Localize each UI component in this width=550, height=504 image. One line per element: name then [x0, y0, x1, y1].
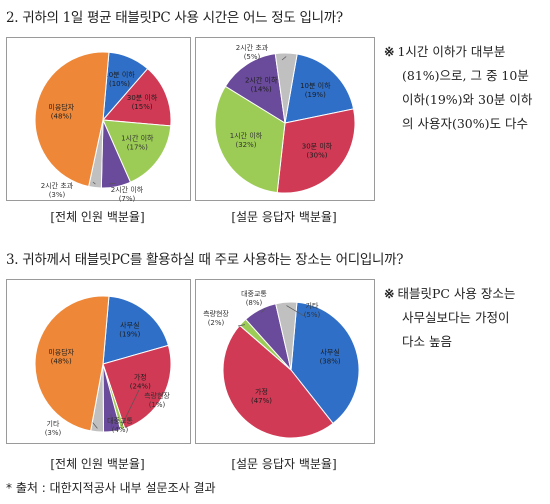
- slice-label-미응답자: 미응답자: [48, 347, 74, 356]
- pie-slice-10분-이하: [284, 53, 355, 124]
- slice-value-대중교통: (4%): [112, 426, 129, 434]
- pie-slice-2시간-이하: [224, 53, 286, 124]
- note-q2-line-4: 의 사용자(30%)도 다수: [402, 116, 528, 131]
- slice-label-측량현장: 측량현장: [144, 391, 170, 400]
- pie-slice-1시간-이하: [214, 85, 286, 194]
- chart-panel-q2-respondents: 10분 이하 (19%) 30분 이하 (30%) 1시간 이하 (32%) 2시간 이하(…: [195, 37, 375, 201]
- note-q3: ※ 태블릿PC 사용 장소는 사무실보다는 가정이 다소 높음: [384, 282, 544, 354]
- slice-value-30분-이하: (15%): [132, 103, 153, 111]
- note-q3-line-1: ※ 태블릿PC 사용 장소는: [384, 286, 516, 301]
- note-q2-line-2: (81%)으로, 그 중 10분: [402, 68, 529, 83]
- pie-slice-1시간-이하: [102, 119, 172, 183]
- slice-label-미응답자: 미응답자: [48, 103, 74, 112]
- slice-label-대중교통: 대중교통: [241, 290, 267, 298]
- slice-label-10분-이하: 10분 이하: [300, 81, 331, 90]
- slice-label-사무실: 사무실: [120, 321, 139, 330]
- pie-slice-사무실: [102, 295, 170, 365]
- chart-panel-q3-respondents: 사무실 (38%) 가정 (47%) 측량현장 (2%) 대중교통 (8%) 기타 (5%): [195, 279, 375, 444]
- caption-q2-total: [전체 인원 백분율]: [50, 210, 145, 224]
- chart-panel-q3-total: 사무실 (19%) 가정 (24%) 측량현장 (1%) 대중교통 (4%) 기타 (3%) 미응답…: [6, 279, 191, 444]
- slice-value-미응답자: (48%): [51, 357, 72, 365]
- slice-label-기타: 기타: [47, 419, 60, 428]
- slice-label-10분-이하: 10분 이하: [104, 70, 135, 79]
- slice-label-측량현장: 측량현장: [203, 309, 229, 318]
- slice-label-기타: 기타: [306, 301, 319, 310]
- pie-chart-q2-total: 10분 이하(10%)30분 이하(15%)1시간 이하(17%)2시간 이하(…: [34, 51, 172, 203]
- pie-slice-사무실: [290, 301, 360, 425]
- leader-line-2시간-초과: [281, 56, 287, 61]
- reference-mark-icon: ※: [384, 44, 395, 59]
- slice-value-2시간-이하: (7%): [119, 195, 136, 203]
- chart-panel-q2-total: 10분 이하 (10%) 30분 이하 (15%) 1시간 이하 (17%) 2시간 이하(…: [6, 37, 191, 203]
- source-footnote: * 출처 : 대한지적공사 내부 설문조사 결과: [6, 481, 216, 495]
- slice-value-기타: (3%): [45, 429, 62, 437]
- note-q2: ※ 1시간 이하가 대부분 (81%)으로, 그 중 10분 이하(19%)와 3…: [384, 40, 544, 136]
- slice-label-30분-이하: 30분 이하: [302, 141, 333, 150]
- pie-slice-가정: [102, 344, 172, 430]
- pie-slice-2시간-초과: [274, 52, 298, 124]
- question-3-title: 3. 귀하께서 태블릿PC를 활용하실 때 주로 사용하는 장소는 어디입니까?: [6, 252, 404, 268]
- caption-q3-respondents: [설문 응답자 백분율]: [231, 457, 337, 471]
- pie-slice-가정: [222, 324, 334, 439]
- pie-slice-미응답자: [34, 51, 110, 188]
- slice-value-2시간-초과: (5%): [244, 53, 261, 61]
- pie-slice-미응답자: [34, 295, 110, 432]
- slice-label-1시간-이하: 1시간 이하: [121, 134, 154, 143]
- slice-label-2시간-이하: 2시간 이하: [111, 185, 144, 194]
- pie-chart-q3-total: 사무실(19%) 가정(24%)측량현장(1%) 대중교통(4%) 기타(3%) 미응답…: [34, 295, 172, 437]
- slice-label-2시간-초과: 2시간 초과: [236, 43, 269, 52]
- slice-value-가정: (24%): [130, 383, 151, 391]
- slice-value-1시간-이하: (17%): [127, 144, 148, 152]
- slice-value-1시간-이하: (32%): [235, 141, 256, 149]
- leader-line-대중교통: [110, 413, 113, 429]
- slice-value-측량현장: (1%): [149, 401, 166, 409]
- caption-q3-total: [전체 인원 백분율]: [50, 457, 145, 471]
- slice-value-기타: (5%): [304, 311, 321, 319]
- leader-line-2시간-이하: [108, 183, 116, 185]
- slice-value-사무실: (19%): [119, 331, 140, 339]
- slice-value-10분-이하: (19%): [305, 91, 326, 99]
- note-q3-line-2: 사무실보다는 가정이: [402, 310, 510, 325]
- slice-value-사무실: (38%): [320, 357, 341, 365]
- leader-line-측량현장: [121, 389, 140, 426]
- slice-value-가정: (47%): [251, 397, 272, 405]
- question-2-title: 2. 귀하의 1일 평균 태블릿PC 사용 시간은 어느 정도 입니까?: [6, 10, 343, 26]
- slice-value-측량현장: (2%): [208, 319, 225, 327]
- caption-q2-respondents: [설문 응답자 백분율]: [231, 210, 337, 224]
- slice-value-미응답자: (48%): [51, 113, 72, 121]
- slice-label-2시간-초과: 2시간 초과: [41, 181, 74, 190]
- note-q2-line-1: ※ 1시간 이하가 대부분: [384, 44, 506, 59]
- note-q2-line-3: 이하(19%)와 30분 이하: [402, 92, 533, 107]
- slice-value-대중교통: (8%): [246, 299, 263, 307]
- pie-chart-q2-respondents: 10분 이하(19%)30분 이하(30%)1시간 이하(32%)2시간 이하(…: [214, 43, 356, 194]
- note-q3-line-3: 다소 높음: [402, 334, 452, 349]
- slice-label-30분-이하: 30분 이하: [127, 93, 158, 102]
- leader-line-대중교통: [261, 307, 267, 313]
- slice-value-2시간-이하: (14%): [251, 86, 272, 94]
- slice-label-1시간-이하: 1시간 이하: [230, 131, 263, 140]
- pie-slice-30분-이하: [276, 108, 356, 194]
- slice-value-2시간-초과: (3%): [49, 191, 66, 199]
- slice-label-대중교통: 대중교통: [107, 417, 133, 425]
- slice-value-10분-이하: (10%): [109, 80, 130, 88]
- slice-label-가정: 가정: [255, 387, 268, 396]
- pie-chart-q3-respondents: 사무실(38%) 가정(47%) 측량현장(2%) 대중교통(8%) 기타(5%): [203, 290, 360, 439]
- leader-line-측량현장: [237, 324, 246, 327]
- leader-line-기타: [286, 305, 305, 317]
- reference-mark-icon: ※: [384, 286, 395, 301]
- slice-label-사무실: 사무실: [320, 347, 339, 356]
- leader-line-2시간-초과: [92, 181, 96, 185]
- slice-label-2시간-이하: 2시간 이하: [245, 76, 278, 85]
- pie-slice-30분-이하: [101, 67, 172, 127]
- pie-slice-기타: [275, 301, 298, 371]
- slice-label-가정: 가정: [134, 373, 147, 382]
- slice-value-30분-이하: (30%): [306, 151, 327, 159]
